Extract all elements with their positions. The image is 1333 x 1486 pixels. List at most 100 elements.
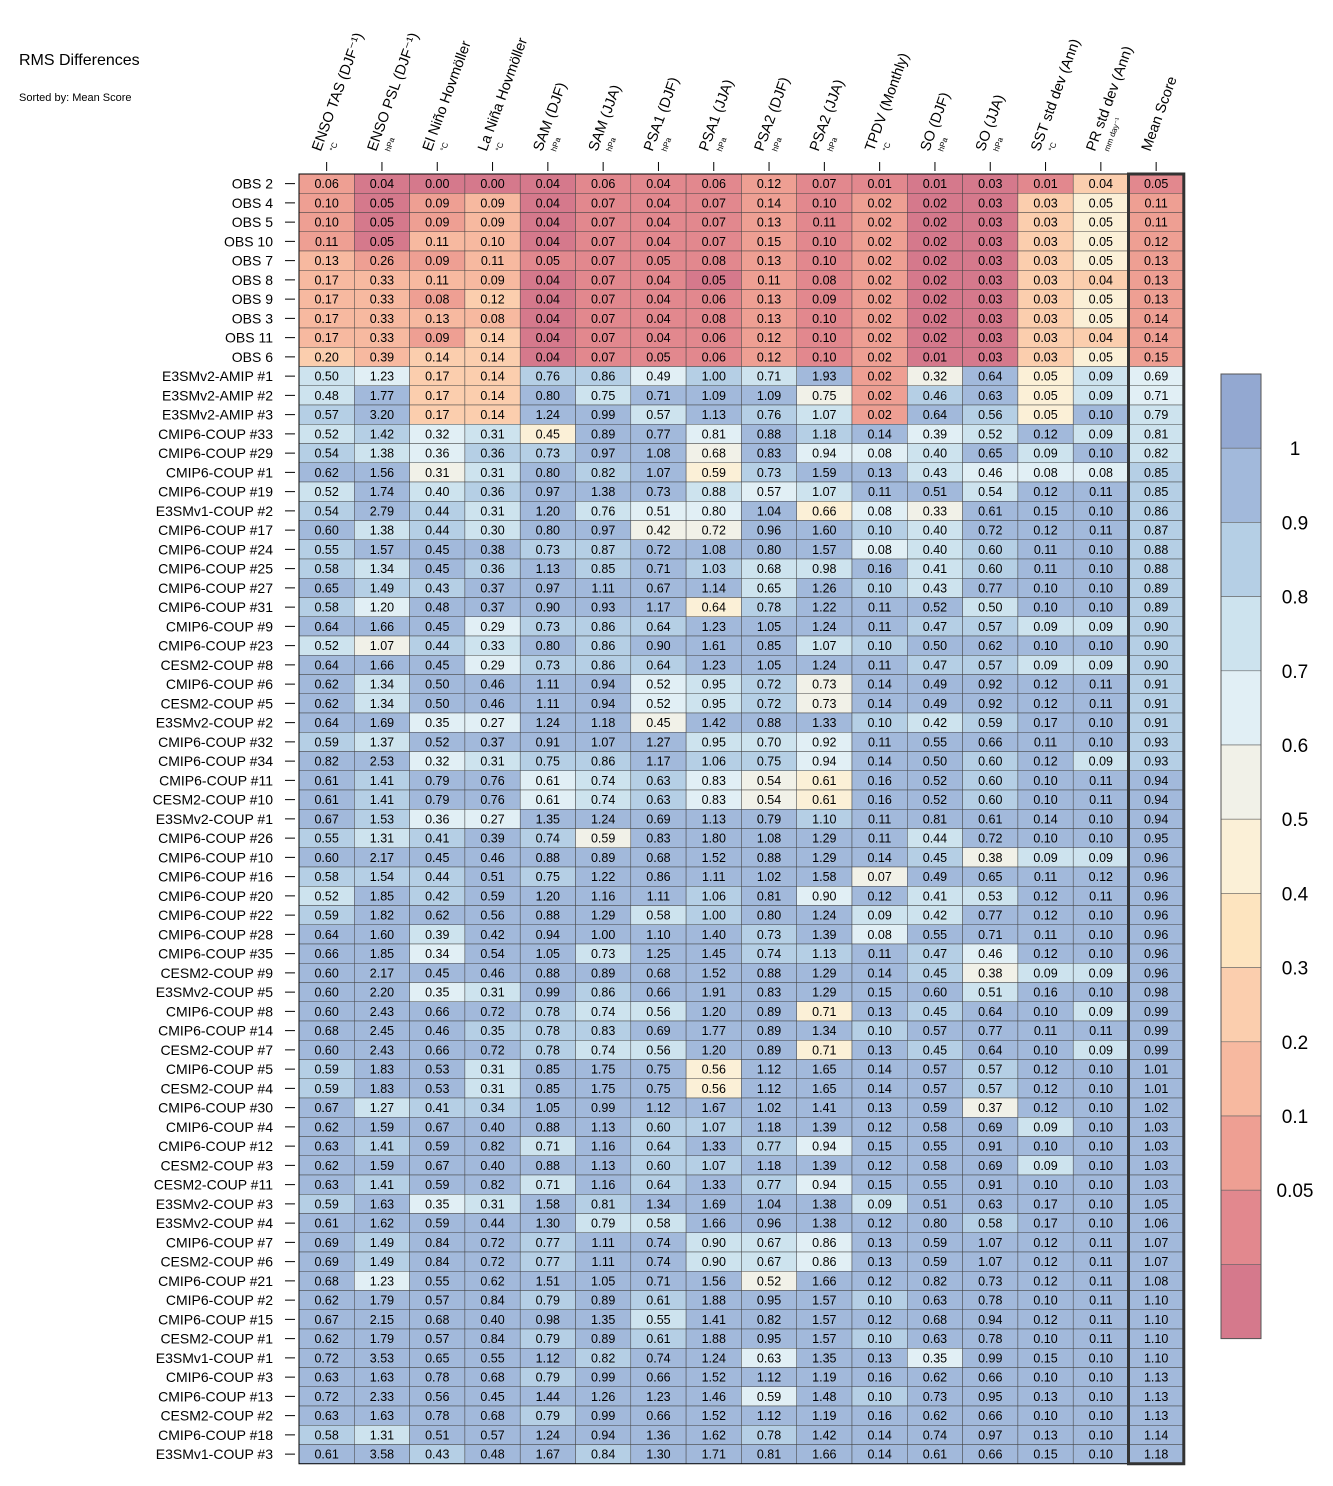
row-label: CMIP6-COUP #9 (166, 618, 273, 634)
row-label: CMIP6-COUP #18 (158, 1427, 273, 1443)
cell-value-label: 1.10 (1144, 1332, 1168, 1346)
cell-value-label: 0.88 (757, 966, 781, 980)
cell-value-label: 0.36 (480, 562, 504, 576)
cell-value-label: 0.08 (867, 928, 891, 942)
cell-value-label: 0.64 (923, 408, 947, 422)
cell-value-label: 0.80 (536, 639, 560, 653)
row-label: CMIP6-COUP #15 (158, 1311, 273, 1327)
cell-value-label: 0.57 (480, 1428, 504, 1442)
cell-value-label: 0.73 (536, 447, 560, 461)
cell-value-label: 0.78 (536, 1024, 560, 1038)
cell-value-label: 0.11 (1089, 1024, 1112, 1038)
cell-value-label: 0.32 (425, 427, 449, 441)
cell-value-label: 1.16 (591, 1140, 615, 1154)
cell-value-label: 0.67 (425, 1120, 449, 1134)
cell-value-label: 1.18 (812, 427, 836, 441)
colorbar-segment (1220, 1264, 1262, 1339)
row-label: E3SMv2-AMIP #1 (162, 368, 273, 384)
cell-value-label: 0.59 (314, 1063, 338, 1077)
cell-value-label: 0.99 (1144, 1005, 1168, 1019)
cell-value-label: 1.13 (812, 947, 836, 961)
cell-value-label: 0.98 (536, 1313, 560, 1327)
cell-value-label: 1.33 (812, 716, 836, 730)
cell-value-label: 0.06 (591, 177, 615, 191)
cell-value-label: 0.12 (757, 350, 781, 364)
cell-value-label: 0.05 (1089, 254, 1113, 268)
chart-title: RMS Differences (19, 52, 140, 69)
cell-value-label: 0.03 (1033, 350, 1057, 364)
cell-value-label: 0.61 (978, 504, 1002, 518)
cell-value-label: 0.11 (1089, 1313, 1112, 1327)
cell-value-label: 0.10 (1033, 1332, 1057, 1346)
row-label: CESM2-COUP #10 (153, 792, 274, 808)
cell-value-label: 0.79 (536, 1409, 560, 1423)
cell-value-label: 0.02 (867, 350, 891, 364)
cell-value-label: 0.10 (1089, 601, 1113, 615)
cell-value-label: 0.84 (480, 1294, 504, 1308)
row-label: CMIP6-COUP #7 (166, 1234, 273, 1250)
cell-value-label: 0.09 (1089, 755, 1113, 769)
cell-value-label: 0.44 (923, 832, 947, 846)
row-label: OBS 9 (232, 291, 273, 307)
cell-value-label: 0.14 (867, 1063, 891, 1077)
cell-value-label: 0.15 (757, 235, 781, 249)
cell-value-label: 1.54 (370, 870, 394, 884)
cell-value-label: 0.83 (757, 447, 781, 461)
cell-value-label: 1.49 (370, 1236, 394, 1250)
cell-value-label: 0.85 (1144, 485, 1168, 499)
cell-value-label: 1.58 (812, 870, 836, 884)
cell-value-label: 0.07 (591, 273, 615, 287)
cell-value-label: 0.71 (646, 1274, 670, 1288)
cell-value-label: 1.20 (702, 1005, 726, 1019)
cell-value-label: 0.14 (1033, 812, 1057, 826)
column-unit: °C (439, 141, 451, 153)
column-header: ENSO TAS (DJF⁻¹) (309, 31, 367, 154)
cell-value-label: 0.46 (425, 1024, 449, 1038)
cell-value-label: 0.79 (536, 1294, 560, 1308)
cell-value-label: 1.85 (370, 889, 394, 903)
cell-value-label: 1.33 (702, 1140, 726, 1154)
cell-value-label: 0.57 (978, 658, 1002, 672)
cell-value-label: 0.02 (867, 273, 891, 287)
cell-value-label: 1.66 (812, 1448, 836, 1462)
cell-value-label: 0.14 (480, 389, 504, 403)
cell-value-label: 1.39 (812, 928, 836, 942)
cell-value-label: 0.61 (536, 774, 560, 788)
cell-value-label: 0.10 (1089, 1448, 1113, 1462)
cell-value-label: 1.12 (646, 1101, 670, 1115)
cell-value-label: 3.58 (370, 1448, 394, 1462)
column-unit: hPa (992, 136, 1006, 153)
cell-value-label: 0.09 (1033, 1159, 1057, 1173)
cell-value-label: 0.09 (1033, 966, 1057, 980)
cell-value-label: 0.11 (1144, 216, 1167, 230)
cell-value-label: 0.78 (757, 1428, 781, 1442)
cell-value-label: 0.03 (978, 312, 1002, 326)
cell-value-label: 0.54 (978, 485, 1002, 499)
cell-value-label: 0.89 (757, 1005, 781, 1019)
cell-value-label: 1.66 (370, 658, 394, 672)
row-label: OBS 7 (232, 253, 273, 269)
cell-value-label: 0.15 (1144, 350, 1168, 364)
cell-value-label: 0.04 (370, 177, 394, 191)
cell-value-label: 0.70 (757, 735, 781, 749)
cell-value-label: 0.82 (923, 1274, 947, 1288)
cell-value-label: 0.60 (978, 755, 1002, 769)
cell-value-label: 0.55 (923, 1178, 947, 1192)
cell-value-label: 0.55 (923, 735, 947, 749)
cell-value-label: 0.78 (425, 1371, 449, 1385)
column-header: Mean Score (1139, 74, 1181, 153)
cell-value-label: 0.87 (591, 543, 615, 557)
row-label: CMIP6-COUP #6 (166, 676, 273, 692)
cell-value-label: 1.31 (370, 1428, 394, 1442)
cell-value-label: 0.82 (591, 466, 615, 480)
cell-value-label: 0.11 (868, 620, 891, 634)
cell-value-label: 0.09 (812, 293, 836, 307)
cell-value-label: 0.30 (480, 524, 504, 538)
cell-value-label: 0.13 (867, 1351, 891, 1365)
cell-value-label: 0.04 (1089, 331, 1113, 345)
cell-value-label: 0.62 (314, 1294, 338, 1308)
cell-value-label: 1.79 (370, 1294, 394, 1308)
cell-value-label: 0.10 (867, 716, 891, 730)
cell-value-label: 0.06 (702, 293, 726, 307)
cell-value-label: 0.99 (1144, 1043, 1168, 1057)
